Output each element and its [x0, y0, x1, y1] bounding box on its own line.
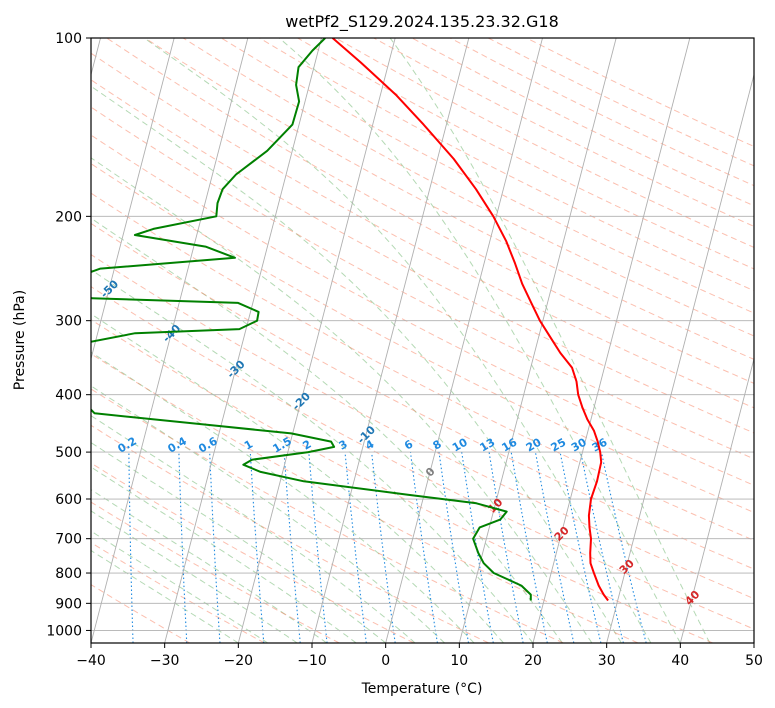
moist-adiabat-line: [278, 38, 681, 643]
dry-adiabat-line: [91, 286, 754, 630]
x-tick-label: −20: [224, 653, 254, 669]
x-axis-label: Temperature (°C): [361, 681, 483, 697]
x-tick-label: 20: [524, 653, 542, 669]
temperature-profile-line: [331, 38, 609, 602]
x-tick-label: 30: [598, 653, 616, 669]
isotherm-line: [606, 72, 754, 643]
y-axis-label: Pressure (hPa): [12, 290, 28, 390]
moist-adiabat-line: [91, 415, 416, 643]
isotherm-line: [532, 38, 691, 643]
dry-adiabat-line: [91, 253, 754, 600]
dewpoint-profile-line: [91, 38, 532, 601]
moist-adiabat-line: [91, 313, 504, 643]
mixing-ratio-line: [308, 452, 328, 643]
mixing-ratio-line: [534, 451, 575, 643]
isotherm-line: [91, 38, 249, 643]
x-tick-label: 10: [450, 653, 468, 669]
dry-adiabat-line: [91, 319, 713, 643]
moist-adiabat-line: [91, 85, 622, 643]
y-tick-label: 1000: [46, 623, 82, 639]
isobar-gridlines: [91, 38, 754, 631]
isotherm-lines: [91, 38, 754, 643]
x-tick-label: 50: [745, 653, 763, 669]
y-tick-label: 300: [55, 314, 82, 330]
mixing-ratio-line: [559, 451, 602, 643]
mixing-ratio-line: [283, 452, 301, 643]
moist-adiabat-line: [91, 549, 239, 643]
dry-adiabat-line: [91, 52, 754, 409]
dry-adiabat-lines: [91, 38, 754, 643]
sounding-profiles: [91, 38, 609, 602]
plot-frame: [90, 37, 755, 644]
y-tick-label: 800: [55, 566, 82, 582]
dry-adiabat-line: [220, 38, 754, 314]
dry-adiabat-line: [91, 134, 754, 486]
mixing-ratio-line: [580, 451, 624, 643]
x-tick-label: −30: [150, 653, 180, 669]
chart-title: wetPf2_S129.2024.135.23.32.G18: [285, 12, 559, 32]
y-tick-label: 500: [55, 445, 82, 461]
x-axis: −40 −30 −20 −10 0 10 20 30 40 50: [76, 643, 763, 669]
mixing-ratio-line: [438, 452, 470, 643]
moist-adiabat-line: [91, 157, 593, 643]
dry-adiabat-line: [106, 38, 754, 384]
mixing-ratio-line: [510, 452, 548, 643]
y-tick-label: 700: [55, 532, 82, 548]
dry-adiabat-line: [91, 106, 754, 460]
y-tick-label: 400: [55, 388, 82, 404]
isotherm-line: [311, 38, 470, 643]
moist-adiabat-line: [91, 385, 445, 643]
moist-adiabat-line: [91, 269, 534, 643]
dry-adiabat-line: [182, 38, 754, 337]
y-axis: 100 200 300 400 500 600 700 800 900 1000: [46, 31, 91, 639]
dry-adiabat-line: [91, 424, 489, 643]
moist-adiabat-line: [91, 217, 563, 643]
isotherm-line: [385, 38, 543, 643]
moist-adiabat-line: [91, 441, 386, 643]
isotherm-line: [458, 38, 617, 643]
moist-adiabat-line: [91, 489, 327, 643]
x-tick-label: −40: [76, 653, 106, 669]
y-tick-label: 600: [55, 492, 82, 508]
y-tick-label: 100: [55, 31, 82, 47]
moist-adiabat-line: [91, 530, 269, 643]
x-tick-label: 0: [381, 653, 390, 669]
dry-adiabat-line: [91, 388, 564, 643]
moist-adiabat-lines: [91, 38, 711, 643]
dry-adiabat-line: [91, 584, 191, 643]
x-tick-label: −10: [297, 653, 327, 669]
mixing-ratio-line: [371, 452, 396, 643]
dry-adiabat-line: [91, 163, 754, 514]
y-tick-label: 200: [55, 209, 82, 225]
dry-adiabat-line: [91, 353, 639, 643]
mixing-ratio-line: [344, 452, 367, 643]
isotherm-line: [237, 38, 396, 643]
isotherm-line: [164, 38, 322, 643]
isotherm-line: [679, 357, 754, 643]
x-tick-label: 40: [671, 653, 689, 669]
y-tick-label: 900: [55, 596, 82, 612]
